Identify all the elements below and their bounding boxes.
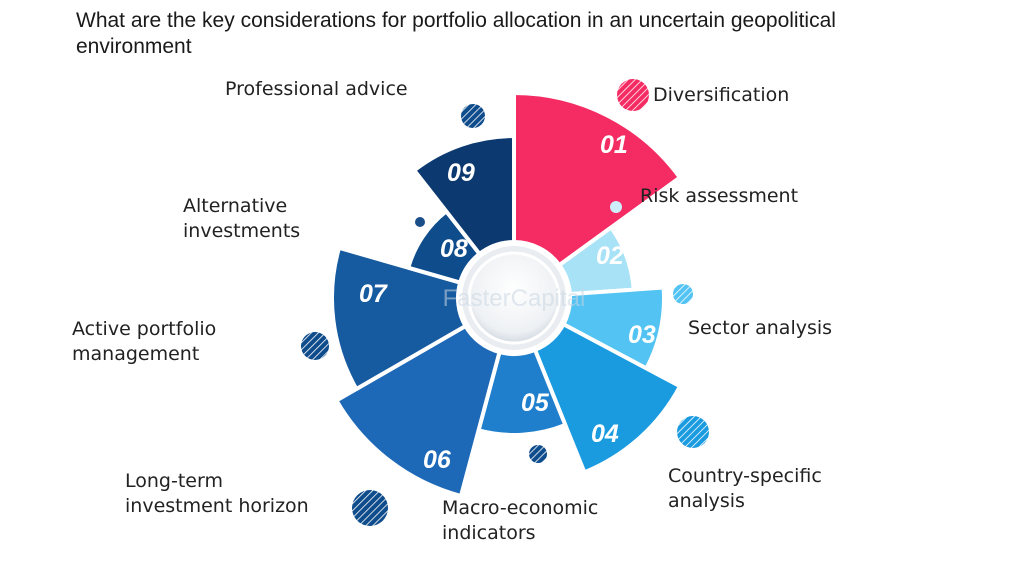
segment-wedge	[330, 245, 468, 391]
segment-wedge	[561, 285, 666, 371]
hatched-dot	[617, 79, 649, 111]
segment-label: Alternative	[183, 195, 287, 217]
segment-label: Country-specific	[668, 465, 822, 487]
segment-label: Macro-economic	[442, 497, 598, 519]
segment-label: management	[72, 343, 199, 365]
segment-number: 09	[447, 159, 475, 187]
segment-label: Risk assessment	[640, 185, 798, 207]
hatched-dot	[673, 284, 693, 304]
segment-06: 06	[334, 324, 502, 499]
segment-number: 07	[359, 280, 388, 308]
segment-label: investments	[183, 220, 300, 242]
segment-07: 07	[330, 245, 468, 391]
hatched-dot	[301, 332, 329, 360]
segment-label: indicators	[442, 522, 536, 544]
segment-09: 09	[412, 134, 516, 256]
segment-label: analysis	[668, 490, 745, 512]
segment-number: 01	[600, 131, 628, 159]
center-hub: FasterCapital	[443, 246, 586, 350]
segment-label: Professional advice	[225, 78, 408, 100]
watermark-text: FasterCapital	[443, 285, 586, 312]
dot	[610, 201, 622, 213]
segment-02: 02	[557, 225, 636, 297]
segment-04: 04	[532, 322, 682, 475]
hatched-dot	[461, 104, 485, 128]
segment-number: 04	[591, 420, 619, 448]
segment-wedge	[532, 322, 682, 475]
dot	[415, 217, 425, 227]
segment-number: 02	[596, 242, 624, 270]
segment-03: 03	[561, 285, 666, 371]
segment-number: 03	[628, 321, 656, 349]
segment-number: 05	[521, 389, 550, 417]
hatched-dot	[677, 416, 709, 448]
decorative-dots	[301, 79, 709, 526]
segment-label: Diversification	[653, 84, 789, 106]
segment-05: 05	[476, 347, 568, 437]
segment-label: investment horizon	[125, 495, 309, 517]
hatched-dot	[529, 445, 547, 463]
segment-number: 06	[423, 446, 452, 474]
segment-wedge	[412, 134, 516, 256]
segment-number: 08	[440, 235, 468, 263]
segment-wedge	[334, 324, 502, 499]
segment-label: Sector analysis	[688, 317, 832, 339]
segment-label: Long-term	[125, 470, 223, 492]
segment-wedge	[512, 91, 682, 268]
segment-01: 01	[512, 91, 682, 268]
diagram-title: What are the key considerations for port…	[76, 9, 836, 58]
segment-wedge	[476, 347, 568, 437]
segment-label: Active portfolio	[72, 318, 216, 340]
hatched-dot	[352, 490, 388, 526]
